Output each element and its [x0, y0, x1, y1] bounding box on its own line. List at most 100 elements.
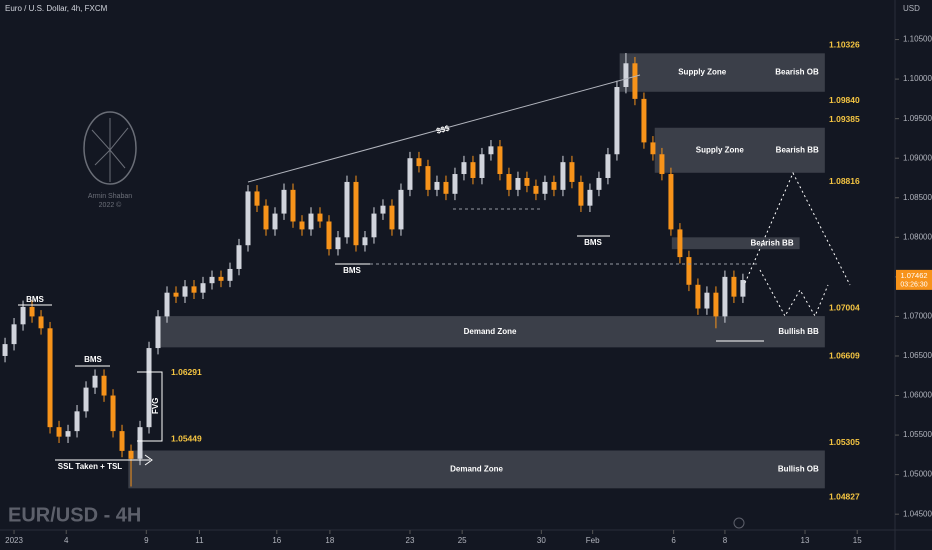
price-tag-countdown: 03:26:30 [900, 282, 927, 289]
y-tick-label: 1.05000 [903, 470, 932, 479]
candle-body [659, 154, 665, 175]
watermark: EUR/USD - 4H [8, 504, 141, 526]
candle-body [560, 162, 566, 190]
y-tick-label: 1.06500 [903, 351, 932, 360]
candle-body [722, 276, 728, 317]
y-tick-label: 1.08500 [903, 193, 932, 202]
fvg-bracket [137, 371, 163, 442]
zone [671, 237, 800, 250]
candle-body [200, 283, 206, 293]
logo-name: Armin Shaban [88, 193, 132, 200]
candle-body [686, 257, 692, 285]
candle-body [740, 280, 746, 297]
candle-body [587, 189, 593, 206]
candle-body [533, 185, 539, 194]
candle-body [605, 154, 611, 178]
candle-body [344, 181, 350, 238]
x-tick-label: 15 [853, 536, 862, 545]
candle-body [254, 191, 260, 206]
y-tick-label: 1.06000 [903, 391, 932, 400]
candle-body [191, 286, 197, 293]
candle-body [128, 450, 134, 459]
candle-body [263, 205, 269, 230]
y-tick-label: 1.05500 [903, 430, 932, 439]
x-tick-label: 30 [537, 536, 546, 545]
x-tick-label: 8 [723, 536, 728, 545]
candle-body [389, 205, 395, 230]
zones [128, 53, 825, 489]
zone-tag: Bearish OB [775, 68, 819, 77]
candle-body [317, 213, 323, 222]
level-label: 1.06609 [829, 351, 860, 361]
level-label: 1.05449 [171, 433, 202, 443]
candle-body [137, 427, 143, 459]
candle-body [20, 306, 26, 325]
candle-body [173, 292, 179, 297]
candle-body [470, 162, 476, 178]
zone-tag: Bullish BB [778, 327, 819, 336]
candle-body [371, 213, 377, 238]
candle-body [632, 63, 638, 99]
level-label: 1.07004 [829, 302, 860, 312]
candle-body [362, 237, 368, 246]
x-tick-label: 13 [801, 536, 810, 545]
candle-body [677, 229, 683, 258]
price-tag-value: 1.07462 [900, 271, 927, 280]
y-tick-label: 1.09500 [903, 114, 932, 123]
candle-body [434, 181, 440, 190]
candle-body [506, 174, 512, 190]
annotation: BMS [26, 295, 44, 304]
candle-body [47, 328, 53, 428]
candle-body [704, 292, 710, 309]
logo-shape [91, 118, 129, 182]
candle-body [524, 177, 530, 186]
candle-body [65, 431, 71, 437]
y-tick-label: 1.10000 [903, 74, 932, 83]
annotation: $$$ [435, 123, 451, 135]
candle-body [398, 189, 404, 230]
x-tick-label: 2023 [5, 536, 23, 545]
annotation: BMS [343, 266, 361, 275]
candle-body [488, 146, 494, 155]
candle-body [209, 276, 215, 284]
candle-body [515, 177, 521, 190]
x-tick-label: 18 [325, 536, 334, 545]
candle-body [452, 174, 458, 194]
x-tick-label: 25 [458, 536, 467, 545]
candle-body [380, 205, 386, 214]
currency: USD [903, 4, 920, 13]
header: Euro / U.S. Dollar, 4h, FXCM [5, 4, 108, 13]
x-tick-label: 23 [406, 536, 415, 545]
level-label: 1.04827 [829, 492, 860, 502]
candle-body [326, 221, 332, 250]
annotation: SSL Taken + TSL [58, 462, 123, 471]
candle-body [110, 395, 116, 432]
candle-body [11, 324, 17, 345]
candle-body [569, 162, 575, 182]
zone-name: Supply Zone [678, 68, 727, 77]
candle-body [497, 146, 503, 175]
candle-body [92, 375, 98, 388]
zone-tag: Bearish BB [776, 145, 819, 154]
candle-body [101, 375, 107, 396]
level-label: 1.05305 [829, 437, 860, 447]
candle-body [308, 213, 314, 230]
x-tick-label: 4 [64, 536, 69, 545]
drawings [18, 74, 851, 466]
x-tick-label: Feb [586, 536, 600, 545]
zone [619, 53, 825, 92]
candle-body [227, 268, 233, 281]
candle-body [83, 387, 89, 412]
zone-tag: Bullish OB [778, 465, 819, 474]
zone-tag: Bearish BB [750, 238, 793, 247]
candle-body [281, 189, 287, 214]
zone [654, 127, 825, 173]
candle-body [695, 284, 701, 309]
x-tick-label: 6 [671, 536, 676, 545]
candles [2, 53, 746, 487]
candle-body [479, 154, 485, 178]
candle-body [713, 292, 719, 317]
x-tick-label: 16 [272, 536, 281, 545]
x-tick-label: 9 [144, 536, 149, 545]
annotation: BMS [584, 238, 602, 247]
